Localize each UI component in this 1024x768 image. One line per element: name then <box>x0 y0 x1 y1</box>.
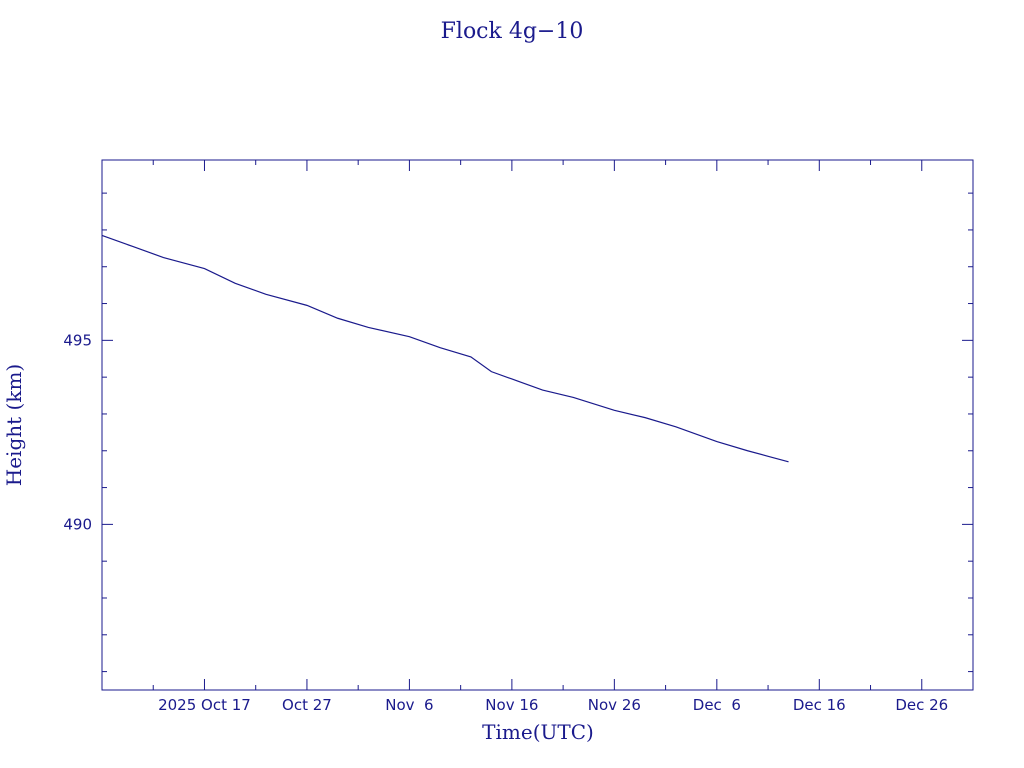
x-tick-label: Dec 16 <box>793 696 846 714</box>
plot-frame <box>101 159 974 691</box>
x-tick-label: 2025 Oct 17 <box>158 696 251 714</box>
x-axis-tick-labels: 2025 Oct 17 Oct 27 Nov 6 Nov 16 Nov 26 Dec 6 D… <box>158 696 948 714</box>
x-tick-label: Nov 16 <box>485 696 538 714</box>
y-axis-tick-labels: 495 490 <box>63 331 92 533</box>
x-tick-label: Nov 6 <box>385 696 433 714</box>
y-tick-label: 495 <box>63 331 92 349</box>
chart-title: Flock 4g−10 <box>441 19 584 44</box>
x-tick-label: Nov 26 <box>588 696 641 714</box>
y-tick-label: 490 <box>63 515 92 533</box>
series-line <box>101 234 789 463</box>
x-axis-label: Time(UTC) <box>482 720 594 744</box>
y-axis-label: Height (km) <box>2 364 26 486</box>
axis-ticks <box>101 160 974 690</box>
x-tick-label: Dec 26 <box>895 696 948 714</box>
x-tick-label: Dec 6 <box>693 696 741 714</box>
x-tick-label: Oct 27 <box>282 696 332 714</box>
